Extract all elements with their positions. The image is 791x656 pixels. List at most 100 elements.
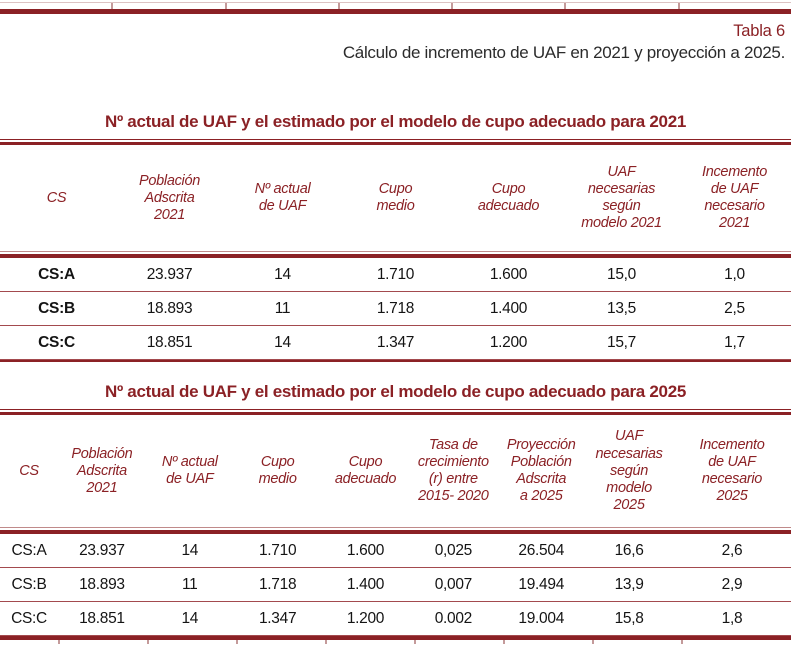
header-cell-poblacion: Población Adscrita 2021 bbox=[71, 445, 133, 496]
table-row: CS:A 23.937 14 1.710 1.600 0,025 26.504 … bbox=[0, 534, 791, 569]
header-cell-uaf-necesarias: UAF necesarias según modelo 2025 bbox=[595, 428, 663, 513]
cell-cupo-adecuado: 1.600 bbox=[489, 265, 528, 283]
cell-tasa: 0,025 bbox=[434, 541, 473, 559]
cell-proyeccion: 26.504 bbox=[518, 541, 565, 559]
cell-cupo-medio: 1.347 bbox=[258, 609, 297, 627]
table-row: CS:B 18.893 11 1.718 1.400 13,5 2,5 bbox=[0, 292, 791, 327]
table-number-label: Tabla 6 bbox=[733, 22, 785, 40]
cell-uaf-necesarias: 13,5 bbox=[607, 299, 636, 317]
cell-proyeccion: 19.494 bbox=[518, 575, 565, 593]
cell-poblacion: 23.937 bbox=[79, 541, 125, 559]
section-title-2025: Nº actual de UAF y el estimado por el mo… bbox=[104, 382, 687, 402]
table-2025-header-row: CS Población Adscrita 2021 Nº actual de … bbox=[0, 415, 791, 527]
cell-n-actual: 11 bbox=[182, 575, 198, 593]
top-table-border bbox=[0, 2, 791, 14]
border-segment bbox=[111, 3, 224, 9]
cell-poblacion: 23.937 bbox=[146, 265, 193, 283]
border-segment bbox=[677, 3, 791, 9]
cell-tasa: 0.002 bbox=[434, 609, 473, 627]
table-row: CS:C 18.851 14 1.347 1.200 0.002 19.004 … bbox=[0, 602, 791, 637]
cell-cupo-adecuado: 1.400 bbox=[346, 575, 385, 593]
cell-n-actual: 14 bbox=[181, 541, 199, 559]
header-cell-cs: CS bbox=[46, 189, 67, 206]
cell-incremento: 1,0 bbox=[724, 265, 745, 283]
border-segment bbox=[236, 640, 325, 645]
cell-uaf-necesarias: 15,0 bbox=[607, 265, 636, 283]
cell-poblacion: 18.893 bbox=[79, 575, 125, 593]
double-rule bbox=[0, 139, 791, 146]
cell-poblacion: 18.851 bbox=[79, 609, 125, 627]
cell-incremento: 2,6 bbox=[721, 541, 743, 559]
cell-cupo-medio: 1.718 bbox=[258, 575, 297, 593]
cell-cs: CS:A bbox=[38, 265, 75, 283]
section-title-2021: Nº actual de UAF y el estimado por el mo… bbox=[104, 112, 687, 132]
table-2021-header-row: CS Población Adscrita 2021 Nº actual de … bbox=[0, 145, 791, 251]
cell-cupo-adecuado: 1.600 bbox=[346, 541, 385, 559]
cell-cupo-medio: 1.710 bbox=[376, 265, 415, 283]
cell-uaf-necesarias: 15,7 bbox=[607, 333, 636, 351]
border-segment bbox=[0, 3, 111, 9]
cell-cs: CS:C bbox=[11, 609, 47, 627]
header-cell-incremento: Incemento de UAF necesario 2021 bbox=[701, 163, 767, 232]
cell-cupo-adecuado: 1.200 bbox=[346, 609, 385, 627]
table-2025: CS Población Adscrita 2021 Nº actual de … bbox=[0, 415, 791, 645]
table-row: CS:B 18.893 11 1.718 1.400 0,007 19.494 … bbox=[0, 568, 791, 603]
table-2025-bottom-border bbox=[0, 636, 791, 645]
cell-cupo-medio: 1.710 bbox=[258, 541, 297, 559]
border-segment bbox=[592, 640, 681, 645]
header-cell-poblacion: Población Adscrita 2021 bbox=[139, 172, 200, 223]
cell-cupo-adecuado: 1.200 bbox=[489, 333, 528, 351]
cell-n-actual: 14 bbox=[274, 265, 291, 283]
border-segment bbox=[564, 3, 677, 9]
table-caption: Cálculo de incremento de UAF en 2021 y p… bbox=[342, 42, 785, 62]
cell-cs: CS:B bbox=[11, 575, 47, 593]
cell-incremento: 2,5 bbox=[724, 299, 745, 317]
header-cell-cupo-adecuado: Cupo adecuado bbox=[334, 454, 397, 488]
cell-incremento: 1,8 bbox=[721, 609, 743, 627]
border-segment bbox=[224, 3, 338, 9]
cell-incremento: 1,7 bbox=[724, 333, 745, 351]
header-cell-cs: CS bbox=[19, 462, 39, 479]
header-cell-incremento: Incemento de UAF necesario 2025 bbox=[699, 436, 765, 505]
cell-uaf-necesarias: 13,9 bbox=[614, 575, 644, 593]
border-segment bbox=[337, 3, 451, 9]
border-segment bbox=[451, 3, 564, 9]
table-row: CS:A 23.937 14 1.710 1.600 15,0 1,0 bbox=[0, 258, 791, 293]
border-segment bbox=[147, 640, 236, 645]
cell-n-actual: 11 bbox=[274, 299, 291, 317]
table-2021-bottom-rule bbox=[0, 360, 791, 363]
header-cell-cupo-medio: Cupo medio bbox=[258, 454, 297, 488]
cell-cs: CS:C bbox=[38, 333, 75, 351]
cell-poblacion: 18.893 bbox=[146, 299, 193, 317]
border-segment bbox=[503, 640, 592, 645]
cell-uaf-necesarias: 15,8 bbox=[614, 609, 644, 627]
header-cell-tasa-crecimiento: Tasa de crecimiento (r) entre 2015- 2020 bbox=[417, 436, 489, 505]
cell-n-actual: 14 bbox=[274, 333, 291, 351]
cell-cupo-medio: 1.347 bbox=[376, 333, 415, 351]
double-rule bbox=[0, 409, 791, 416]
cell-cupo-medio: 1.718 bbox=[376, 299, 415, 317]
header-cell-cupo-medio: Cupo medio bbox=[376, 181, 415, 215]
cell-cs: CS:A bbox=[11, 541, 47, 559]
cell-incremento: 2,9 bbox=[721, 575, 743, 593]
caption-block: Tabla 6 Cálculo de incremento de UAF en … bbox=[0, 14, 791, 63]
border-segment bbox=[0, 640, 58, 644]
cell-cs: CS:B bbox=[38, 299, 75, 317]
cell-proyeccion: 19.004 bbox=[518, 609, 565, 627]
cell-n-actual: 14 bbox=[181, 609, 199, 627]
border-segment bbox=[681, 640, 791, 645]
header-cell-cupo-adecuado: Cupo adecuado bbox=[477, 181, 540, 215]
header-rule bbox=[0, 251, 791, 259]
header-cell-uaf-necesarias: UAF necesarias según modelo 2021 bbox=[581, 163, 662, 232]
cell-cupo-adecuado: 1.400 bbox=[489, 299, 528, 317]
header-rule bbox=[0, 527, 791, 535]
header-cell-proyeccion: Proyección Población Adscrita a 2025 bbox=[506, 436, 576, 505]
border-segment bbox=[58, 640, 147, 645]
cell-uaf-necesarias: 16,6 bbox=[614, 541, 644, 559]
cell-poblacion: 18.851 bbox=[146, 333, 193, 351]
header-cell-n-actual-uaf: Nº actual de UAF bbox=[254, 181, 311, 215]
cell-tasa: 0,007 bbox=[434, 575, 473, 593]
border-segment bbox=[414, 640, 503, 645]
border-segment bbox=[325, 640, 414, 645]
header-cell-n-actual-uaf: Nº actual de UAF bbox=[161, 454, 218, 488]
